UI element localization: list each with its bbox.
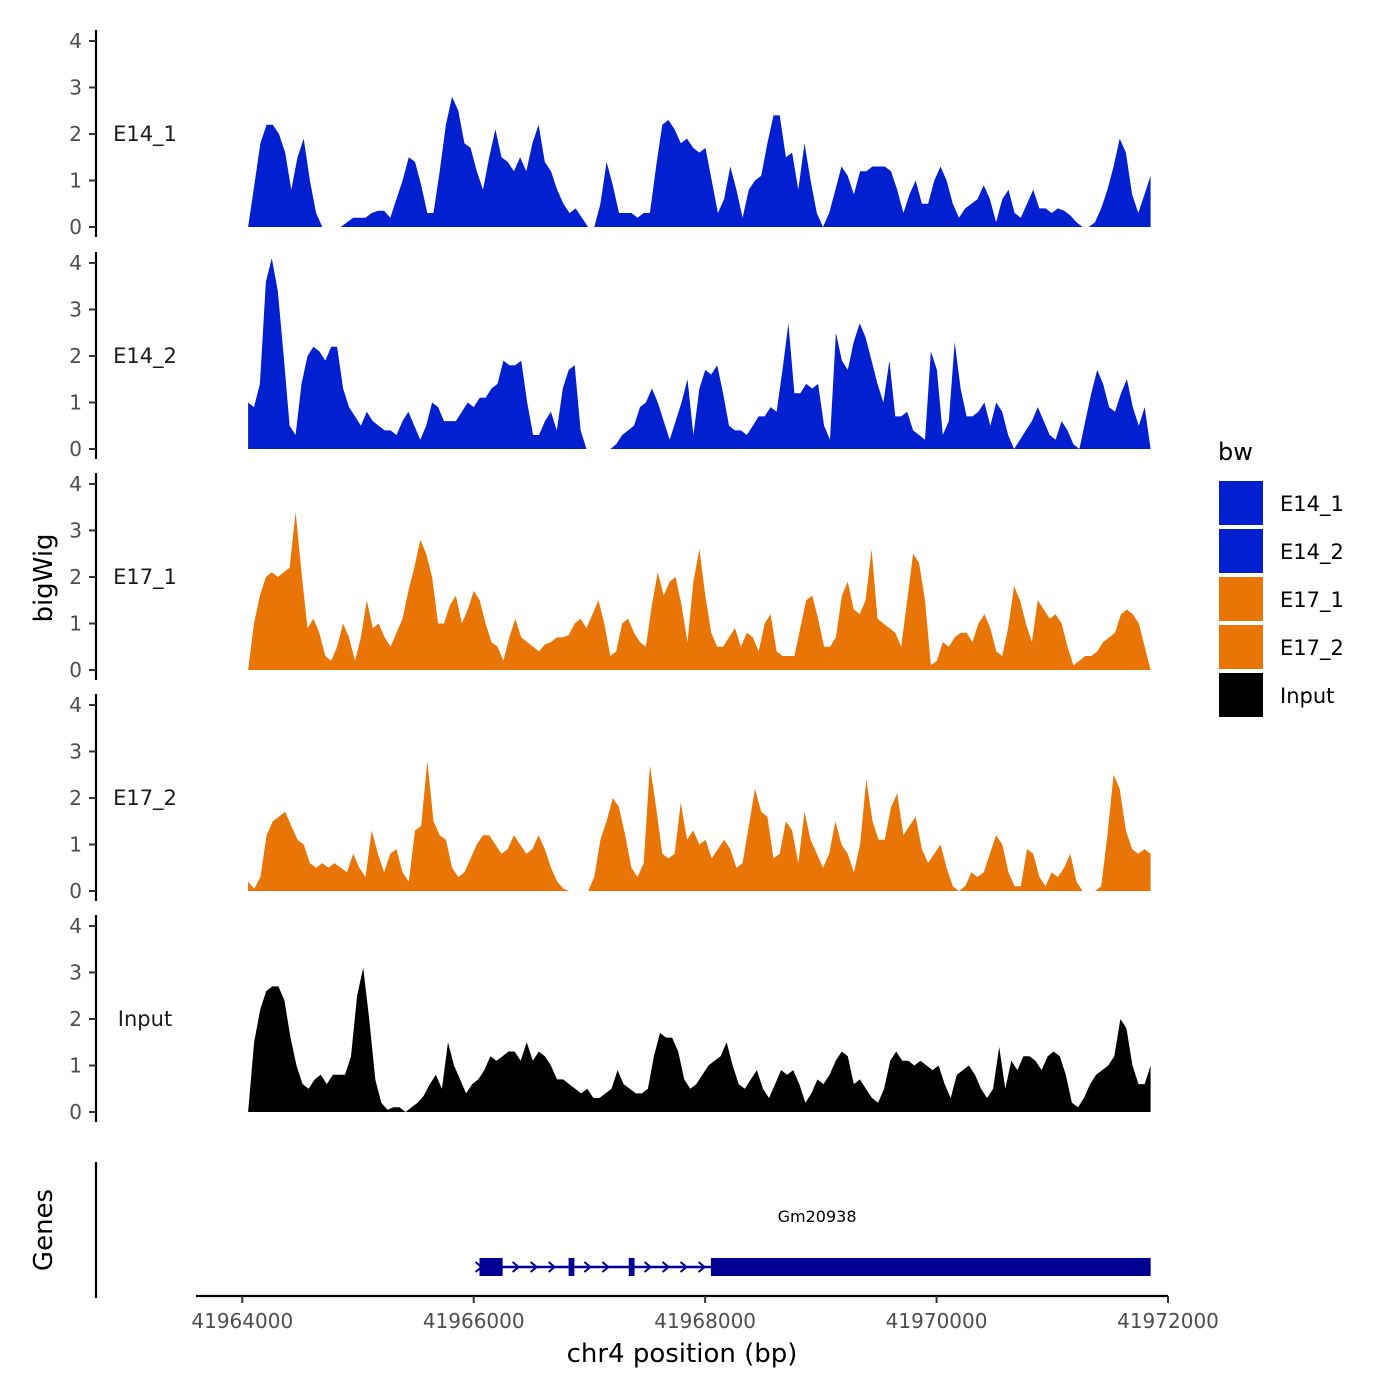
y-tick-label: 4 bbox=[69, 472, 82, 496]
gene-name-label: Gm20938 bbox=[778, 1207, 857, 1226]
y-tick-label: 0 bbox=[69, 437, 82, 461]
signal-area-e14-1 bbox=[248, 96, 1151, 227]
y-tick-label: 0 bbox=[69, 658, 82, 682]
gene-exon bbox=[568, 1258, 575, 1276]
strand-chevron bbox=[643, 1261, 653, 1273]
track-e17-1: 0 1 2 3 4 E17_1 bbox=[69, 472, 1151, 682]
y-tick-label: 1 bbox=[69, 168, 82, 192]
legend-swatch-e17-2 bbox=[1219, 625, 1263, 669]
legend-swatch-input bbox=[1219, 673, 1263, 717]
strand-chevron bbox=[512, 1261, 521, 1273]
legend-swatch-e17-1 bbox=[1219, 577, 1263, 621]
signal-area-e17-1 bbox=[248, 511, 1151, 670]
track-e14-1: 0 1 2 3 4 E14_1 bbox=[69, 29, 1151, 239]
genes-axis-title: Genes bbox=[29, 1189, 59, 1271]
strand-chevron bbox=[661, 1261, 671, 1273]
y-tick-label: 4 bbox=[69, 914, 82, 938]
gene-exon bbox=[479, 1258, 503, 1276]
y-tick-label: 0 bbox=[69, 879, 82, 903]
x-tick-label: 41970000 bbox=[886, 1309, 988, 1333]
y-axis-title: bigWig bbox=[29, 533, 59, 622]
track-label: E14_2 bbox=[113, 344, 177, 369]
y-tick-label: 2 bbox=[69, 122, 82, 146]
legend-swatch-e14-1 bbox=[1219, 481, 1263, 525]
strand-chevron bbox=[583, 1261, 592, 1273]
track-label: E14_1 bbox=[113, 122, 177, 147]
x-tick-label: 41966000 bbox=[423, 1309, 525, 1333]
y-tick-label: 4 bbox=[69, 29, 82, 53]
y-tick-label: 2 bbox=[69, 1007, 82, 1031]
legend-label: E17_2 bbox=[1280, 636, 1344, 661]
legend-label: Input bbox=[1280, 684, 1334, 708]
y-tick-label: 1 bbox=[69, 611, 82, 635]
strand-chevron bbox=[679, 1261, 689, 1273]
genes-panel: Genes Gm20938 bbox=[29, 1162, 1151, 1298]
legend-swatch-e14-2 bbox=[1219, 529, 1263, 573]
y-tick-label: 1 bbox=[69, 390, 82, 414]
legend-label: E17_1 bbox=[1280, 588, 1344, 613]
y-tick-label: 2 bbox=[69, 786, 82, 810]
x-tick-label: 41964000 bbox=[191, 1309, 293, 1333]
y-tick-label: 2 bbox=[69, 565, 82, 589]
gene-model bbox=[474, 1258, 1151, 1276]
y-tick-label: 4 bbox=[69, 693, 82, 717]
track-label: Input bbox=[118, 1007, 172, 1031]
y-tick-label: 1 bbox=[69, 1053, 82, 1077]
track-e14-2: 0 1 2 3 4 E14_2 bbox=[69, 251, 1151, 461]
track-e17-2: 0 1 2 3 4 E17_2 bbox=[69, 693, 1151, 903]
x-tick-label: 41972000 bbox=[1117, 1309, 1219, 1333]
x-tick-label: 41968000 bbox=[654, 1309, 756, 1333]
strand-chevron bbox=[548, 1261, 557, 1273]
signal-area-e17-2 bbox=[248, 760, 1151, 891]
y-tick-label: 3 bbox=[69, 75, 82, 99]
track-label: E17_2 bbox=[113, 786, 177, 811]
signal-area-input bbox=[248, 967, 1151, 1112]
track-label: E17_1 bbox=[113, 565, 177, 590]
y-tick-label: 4 bbox=[69, 251, 82, 275]
gene-exon bbox=[628, 1258, 635, 1276]
track-input: 0 1 2 3 4 Input bbox=[69, 914, 1151, 1124]
strand-chevron bbox=[697, 1261, 707, 1273]
legend-title: bw bbox=[1218, 438, 1253, 466]
gene-exon bbox=[710, 1258, 1151, 1276]
legend-label: E14_1 bbox=[1280, 492, 1344, 517]
x-axis-title: chr4 position (bp) bbox=[567, 1339, 798, 1369]
y-tick-label: 1 bbox=[69, 832, 82, 856]
signal-area-e14-2 bbox=[248, 258, 1151, 449]
y-tick-label: 0 bbox=[69, 215, 82, 239]
x-axis: 41964000 41966000 41968000 41970000 41972000 bbox=[191, 1294, 1219, 1333]
y-tick-label: 3 bbox=[69, 739, 82, 763]
legend: bw E14_1 E14_2 E17_1 E17_2 Input bbox=[1218, 438, 1344, 717]
signal-tracks: 0 1 2 3 4 E14_1 0 1 2 3 4 E14_2 0 1 2 3 4 E17_1 0 1 2 3 4 E17_2… bbox=[69, 29, 1151, 1124]
y-tick-label: 3 bbox=[69, 960, 82, 984]
y-tick-label: 2 bbox=[69, 344, 82, 368]
y-tick-label: 3 bbox=[69, 297, 82, 321]
strand-chevron bbox=[601, 1261, 610, 1273]
strand-chevron bbox=[530, 1261, 539, 1273]
y-tick-label: 0 bbox=[69, 1100, 82, 1124]
y-tick-label: 3 bbox=[69, 518, 82, 542]
legend-label: E14_2 bbox=[1280, 540, 1344, 565]
